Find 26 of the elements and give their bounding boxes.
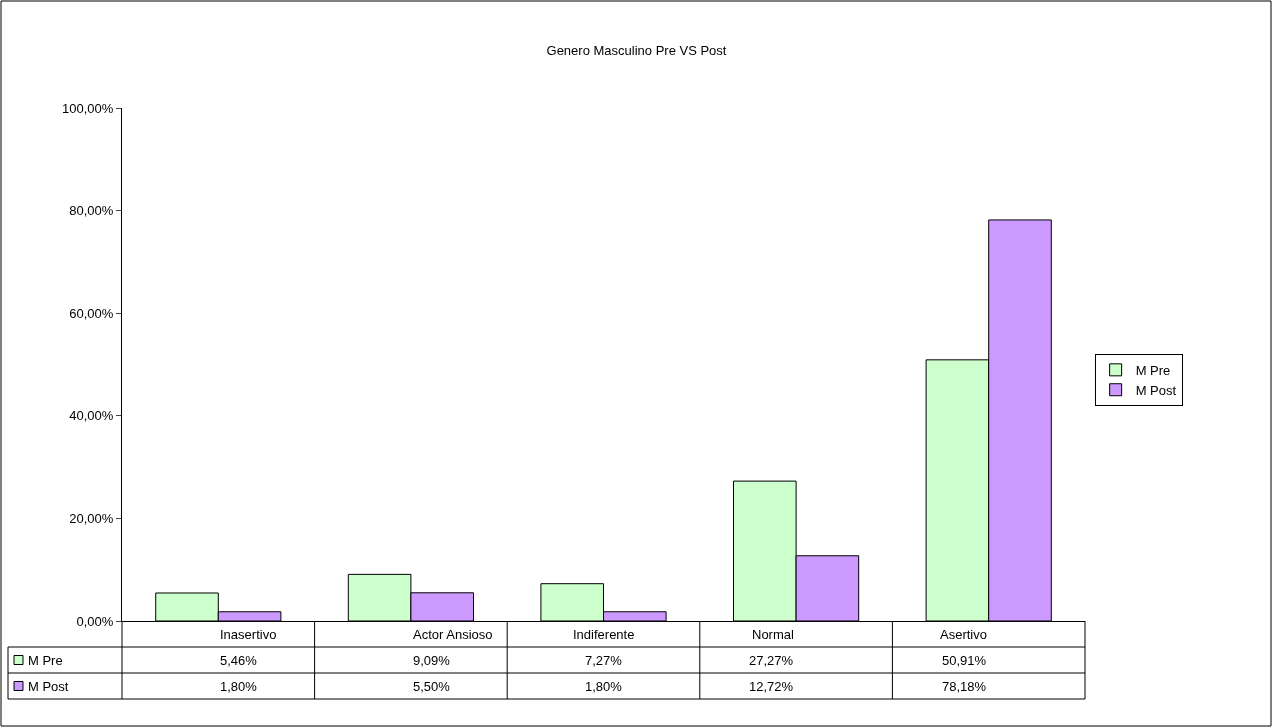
data-label: 5,46%	[220, 653, 258, 668]
y-tick-label: 100,00%	[62, 100, 114, 116]
data-label: 27,27%	[749, 653, 794, 668]
x-tick-label: Asertivo	[940, 627, 987, 642]
data-label: 1,80%	[220, 679, 258, 694]
text: M Post	[28, 679, 69, 694]
data-label: 50,91%	[942, 653, 987, 668]
x-tick-label: Inasertivo	[220, 627, 277, 642]
y-tick-label: 60,00%	[69, 305, 114, 321]
y-tick-label: 40,00%	[69, 408, 114, 424]
x-tick-label: Actor Ansioso	[413, 627, 493, 642]
legend-label: M Post	[1135, 382, 1177, 398]
x-tick-label: Indiferente	[573, 627, 635, 642]
data-label: 12,72%	[749, 679, 794, 694]
text: M Pre	[1135, 362, 1171, 378]
y-tick-label: 80,00%	[69, 203, 114, 219]
legend-label: M Pre	[28, 653, 63, 668]
data-label: 78,18%	[942, 679, 987, 694]
x-tick-label: Normal	[752, 627, 795, 642]
y-tick-label: 20,00%	[69, 510, 114, 526]
data-label: 5,50%	[413, 679, 451, 694]
chart-title: Genero Masculino Pre VS Post	[546, 42, 727, 58]
data-label: 7,27%	[585, 653, 623, 668]
y-tick-label: 0,00%	[76, 613, 114, 629]
data-label: 1,80%	[585, 679, 623, 694]
data-label: 9,09%	[413, 653, 451, 668]
